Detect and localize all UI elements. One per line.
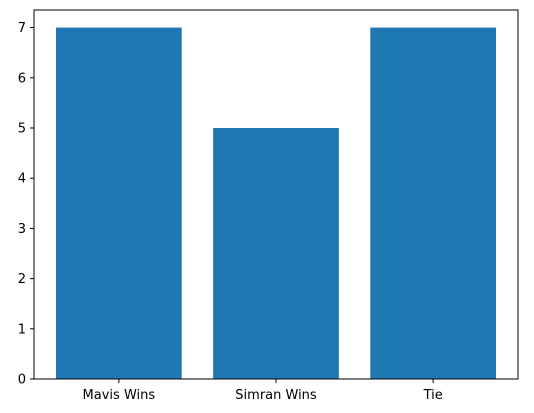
y-tick-label: 3 bbox=[18, 222, 26, 237]
y-tick-label: 7 bbox=[18, 21, 26, 36]
bars bbox=[56, 27, 496, 379]
bar-simran-wins bbox=[213, 127, 339, 379]
y-tick-label: 1 bbox=[18, 322, 26, 337]
y-tick-label: 5 bbox=[18, 121, 26, 136]
x-tick-label: Mavis Wins bbox=[83, 388, 156, 403]
y-tick-label: 2 bbox=[18, 272, 26, 287]
axes: 0 1 2 3 4 5 6 7 Mavis Wins Simran Wins Tie bbox=[18, 9, 519, 403]
bar-mavis-wins bbox=[56, 27, 182, 379]
bar-tie bbox=[370, 27, 496, 379]
y-tick-label: 6 bbox=[18, 71, 26, 86]
x-tick-label: Tie bbox=[423, 388, 443, 403]
y-tick-label: 4 bbox=[18, 172, 26, 187]
y-tick-label: 0 bbox=[18, 373, 26, 388]
x-tick-label: Simran Wins bbox=[235, 388, 317, 403]
